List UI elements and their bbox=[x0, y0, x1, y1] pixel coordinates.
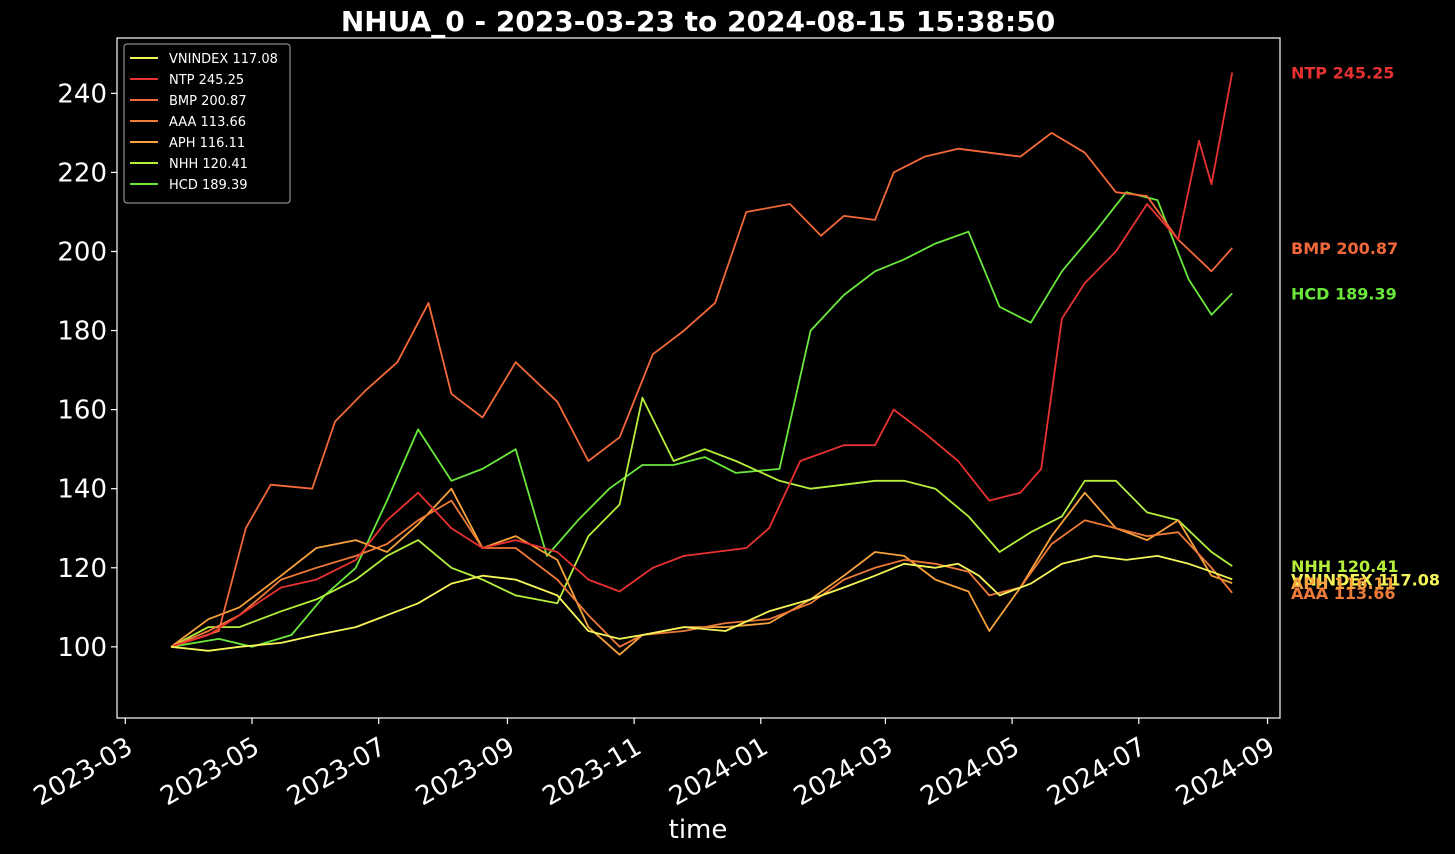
series-line-hcd bbox=[170, 191, 1233, 648]
legend-entry: NTP 245.25 bbox=[169, 73, 244, 88]
y-tick-label: 240 bbox=[57, 79, 107, 109]
y-tick-label: 220 bbox=[57, 158, 107, 188]
end-label-aph: APH 116.11 bbox=[1291, 574, 1396, 593]
y-tick-label: 120 bbox=[57, 554, 107, 584]
legend-entry: NHH 120.41 bbox=[169, 157, 248, 172]
y-tick-label: 100 bbox=[57, 633, 107, 663]
legend-entry: BMP 200.87 bbox=[169, 94, 247, 109]
legend-box bbox=[123, 43, 291, 204]
end-label-vnindex: VNINDEX 117.08 bbox=[1291, 570, 1440, 589]
legend-entry: AAA 113.66 bbox=[169, 115, 246, 130]
y-tick-label: 160 bbox=[57, 396, 107, 426]
y-tick-label: 200 bbox=[57, 237, 107, 267]
legend: VNINDEX 117.08 NTP 245.25 BMP 200.87 AAA 11… bbox=[123, 43, 291, 204]
series-layer bbox=[170, 72, 1234, 656]
end-label-ntp: NTP 245.25 bbox=[1291, 64, 1394, 83]
legend-entry: APH 116.11 bbox=[169, 136, 245, 151]
y-tick-label: 180 bbox=[57, 317, 107, 347]
chart-title: NHUA_0 - 2023-03-23 to 2024-08-15 15:38:… bbox=[341, 5, 1055, 38]
series-line-vnindex bbox=[170, 555, 1233, 652]
legend-entry: VNINDEX 117.08 bbox=[169, 52, 278, 67]
end-label-aaa: AAA 113.66 bbox=[1291, 584, 1395, 603]
series-line-nhh bbox=[170, 396, 1233, 648]
series-line-bmp bbox=[170, 132, 1233, 648]
x-axis-label: time bbox=[669, 815, 728, 845]
series-line-aaa bbox=[170, 499, 1233, 648]
legend-entry: HCD 189.39 bbox=[169, 178, 247, 193]
series-line-aph bbox=[170, 487, 1233, 656]
plot-frame bbox=[116, 37, 1281, 719]
series-line-ntp bbox=[170, 72, 1234, 648]
end-label-nhh: NHH 120.41 bbox=[1291, 557, 1398, 576]
end-label-bmp: BMP 200.87 bbox=[1291, 239, 1398, 258]
end-labels: VNINDEX 117.08 NTP 245.25 BMP 200.87 AAA 11… bbox=[1291, 64, 1440, 603]
y-tick-label: 140 bbox=[57, 475, 107, 505]
end-label-hcd: HCD 189.39 bbox=[1291, 284, 1397, 303]
